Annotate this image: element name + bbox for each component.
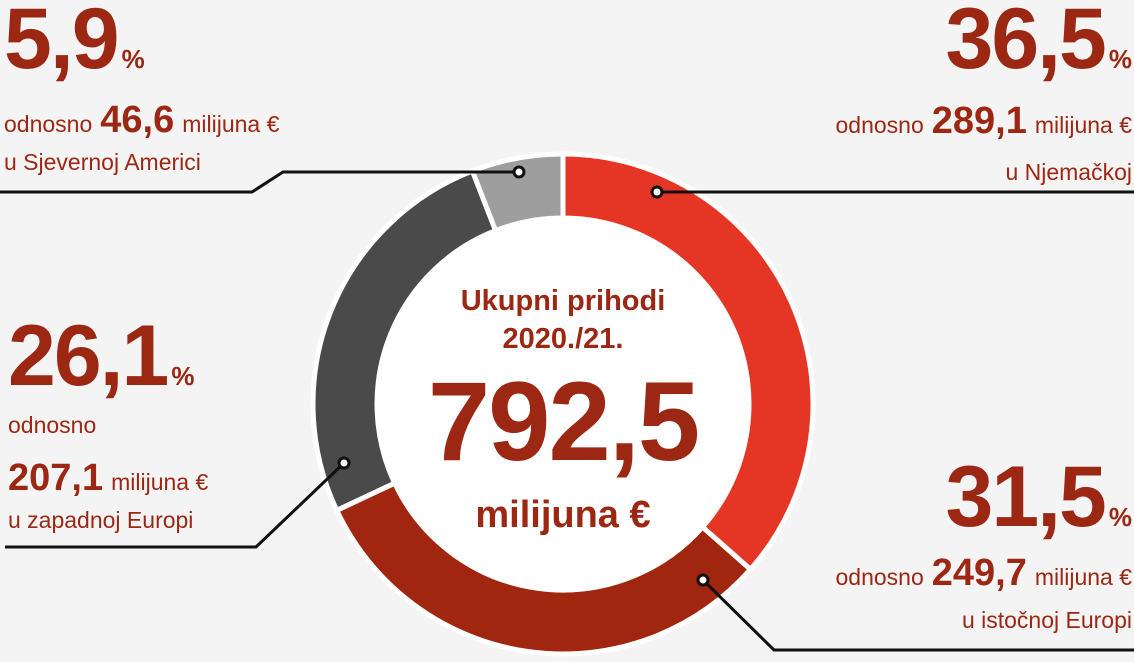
percent-sign: % [171,361,194,391]
total-value: 792,5 [428,359,698,484]
percent-label: 36,5% [945,0,1132,87]
amount-unit: milijuna € [111,469,208,495]
donut-segment [310,167,499,514]
region-label: u Njemačkoj [1005,159,1132,185]
percent-value: 36,5 [945,0,1105,87]
amount-unit: milijuna € [1035,112,1132,138]
percent-label: 26,1% [8,308,195,404]
percent-label: 31,5% [945,449,1132,545]
amount-line: odnosno 249,7 milijuna € [836,552,1133,594]
amount-line: 207,1 milijuna € [8,457,208,499]
leader-line [5,461,346,549]
amount-value: 289,1 [932,100,1027,142]
leader-dot [650,185,664,199]
region-label: u zapadnoj Europi [8,507,193,533]
connector: odnosno [836,112,924,138]
connector: odnosno [836,564,924,590]
percent-value: 26,1 [8,308,168,404]
percent-sign: % [1109,502,1132,532]
amount-unit: milijuna € [182,111,279,137]
connector: odnosno [4,111,92,137]
donut-segment [333,479,755,657]
leader-dot [512,165,526,179]
total-unit: milijuna € [475,494,650,536]
donut-segment [560,151,816,573]
percent-sign: % [122,44,145,74]
leader-dot [696,573,710,587]
leader-dot [337,456,351,470]
chart-subtitle: 2020./21. [503,323,624,355]
inner-circle [379,220,747,588]
amount-value: 249,7 [932,552,1027,594]
leader-line [701,578,1134,652]
region-label: u istočnoj Europi [962,607,1132,633]
percent-value: 31,5 [945,449,1105,545]
amount-value: 207,1 [8,457,103,499]
amount-unit: milijuna € [1035,564,1132,590]
percent-value: 5,9 [4,0,118,87]
amount-line: odnosno 46,6 milijuna € [4,99,280,141]
amount-value: 46,6 [100,99,174,141]
region-label: u Sjevernoj Americi [4,149,201,175]
amount-line: odnosno 289,1 milijuna € [836,100,1133,142]
connector: odnosno [8,412,96,438]
chart-title: Ukupni prihodi [461,285,666,317]
percent-sign: % [1109,44,1132,74]
leader-line [0,170,519,194]
percent-label: 5,9% [4,0,145,87]
